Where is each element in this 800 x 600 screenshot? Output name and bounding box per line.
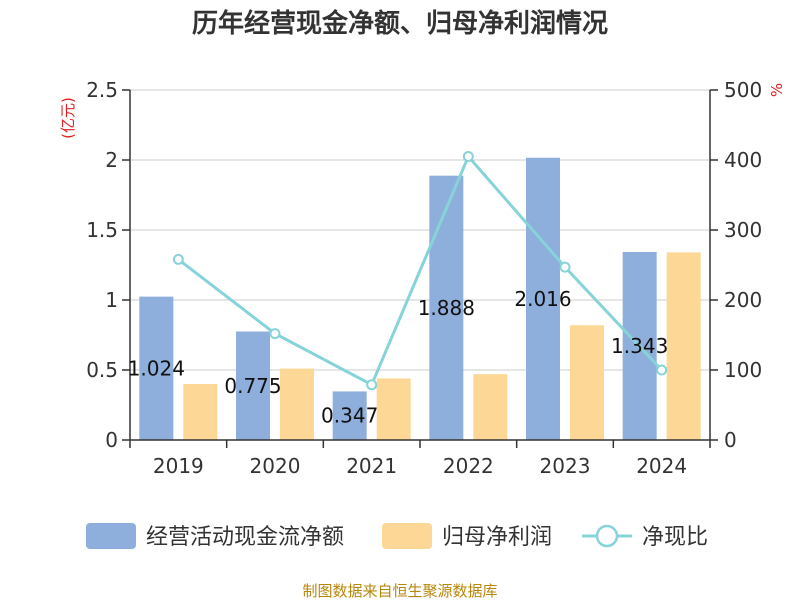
cash-flow-bar: [332, 391, 367, 440]
legend-cash-swatch: [86, 523, 136, 549]
ratio-line: [172, 151, 668, 391]
legend-profit-label: 归母净利润: [442, 525, 552, 550]
legend-ratio-marker: [595, 524, 619, 548]
legend-profit-swatch: [382, 523, 432, 549]
net-profit-bar: [666, 252, 701, 440]
net-profit-bar: [280, 368, 314, 440]
data-labels: 1.024 0.775 0.347 1.888 2.016 1.343: [128, 287, 669, 428]
ratio-point: [462, 151, 474, 162]
chart-title: 历年经营现金净额、归母净利润情况: [192, 8, 608, 39]
x-tick-label: 2022: [443, 454, 494, 478]
left-tick-label: 1: [105, 288, 118, 312]
left-tick-label: 1.5: [86, 218, 118, 242]
x-tick-label: 2020: [250, 454, 301, 478]
cash-flow-data-label: 1.024: [128, 356, 185, 380]
cash-flow-bar: [429, 175, 464, 440]
x-tick-label: 2021: [346, 454, 397, 478]
ratio-point: [559, 261, 571, 273]
x-tick-label: 2024: [636, 454, 687, 478]
left-axis-unit: (亿元): [59, 97, 77, 139]
left-tick-label: 2: [105, 148, 118, 172]
ratio-series-line: [177, 153, 663, 387]
right-tick-label: 500: [724, 78, 762, 102]
right-tick-label: 0: [724, 428, 737, 452]
right-tick-label: 400: [724, 148, 762, 172]
source-note: 制图数据来自恒生聚源数据库: [302, 582, 497, 600]
left-tick-label: 2.5: [86, 78, 118, 102]
axes: 0 0.5 1 1.5 2 2.5 0 100 200 300 400 500 2019 2020 2021…: [86, 78, 762, 478]
net-profit-bar: [376, 378, 411, 440]
bars: [139, 157, 701, 440]
legend: 经营活动现金流净额 归母净利润 净现比: [86, 523, 708, 550]
x-tick-label: 2023: [540, 454, 591, 478]
net-profit-bar: [473, 374, 508, 440]
x-tick-label: 2019: [153, 454, 204, 478]
net-profit-bar: [570, 325, 604, 440]
cash-flow-bar: [139, 296, 174, 440]
right-tick-label: 300: [724, 218, 762, 242]
ratio-point: [172, 253, 184, 265]
cash-flow-data-label: 2.016: [514, 287, 571, 311]
cash-flow-data-label: 1.888: [418, 296, 475, 320]
ratio-point: [656, 364, 668, 376]
left-tick-label: 0: [105, 428, 118, 452]
legend-cash-label: 经营活动现金流净额: [146, 525, 344, 550]
cash-flow-bar: [526, 157, 560, 440]
cash-flow-data-label: 1.343: [611, 334, 668, 358]
cash-flow-data-label: 0.775: [224, 374, 281, 398]
right-tick-label: 100: [724, 358, 762, 382]
cash-flow-bar: [236, 331, 270, 440]
ratio-point: [366, 379, 378, 391]
right-axis-unit: %: [768, 83, 786, 97]
right-tick-label: 200: [724, 288, 762, 312]
ratio-point: [269, 328, 281, 340]
legend-ratio-label: 净现比: [642, 525, 708, 550]
left-tick-label: 0.5: [86, 358, 118, 382]
net-profit-bar: [183, 384, 218, 440]
cash-flow-data-label: 0.347: [321, 404, 378, 428]
